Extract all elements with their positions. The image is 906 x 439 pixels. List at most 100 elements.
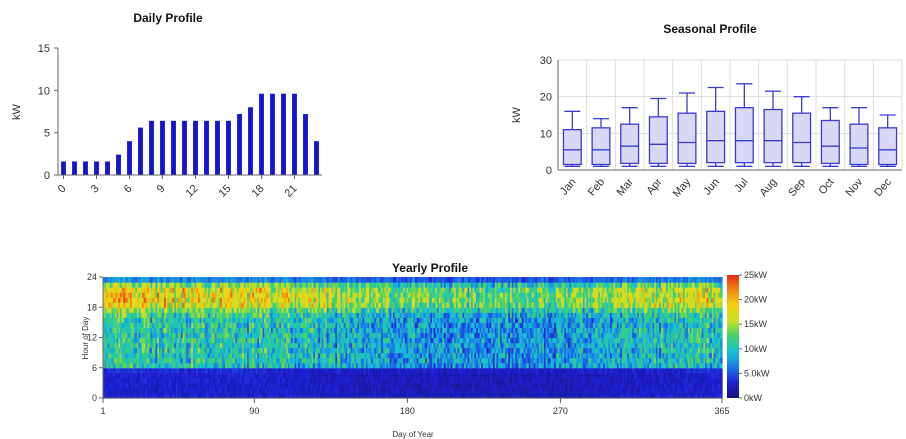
- heatmap-cell: [216, 297, 219, 303]
- heatmap-cell: [116, 312, 119, 318]
- heatmap-cell: [147, 347, 150, 354]
- heatmap-cell: [103, 322, 106, 329]
- heatmap-cell: [437, 282, 440, 288]
- heatmap-cell: [264, 277, 267, 283]
- heatmap-cell: [111, 327, 114, 334]
- heatmap-cell: [262, 302, 265, 308]
- heatmap-cell: [233, 382, 236, 389]
- heatmap-cell: [408, 317, 411, 323]
- heatmap-cell: [191, 387, 194, 394]
- heatmap-cell: [292, 317, 296, 323]
- heatmap-cell: [216, 367, 219, 374]
- heatmap-cell: [394, 352, 397, 359]
- heatmap-cell: [165, 322, 169, 329]
- heatmap-cell: [182, 307, 186, 313]
- heatmap-cell: [343, 387, 347, 394]
- heatmap-cell: [220, 377, 223, 384]
- heatmap-cell: [179, 322, 182, 329]
- heatmap-cell: [228, 312, 231, 318]
- heatmap-cell: [296, 357, 299, 364]
- heatmap-cell: [325, 362, 328, 369]
- heatmap-cell: [242, 372, 245, 379]
- heatmap-cell: [125, 282, 128, 288]
- heatmap-cell: [211, 337, 214, 344]
- heatmap-cell: [287, 292, 291, 298]
- seasonal-box: [820, 119, 840, 165]
- heatmap-cell: [214, 322, 218, 329]
- heatmap-cell: [152, 317, 155, 323]
- heatmap-cell: [162, 342, 165, 349]
- heatmap-cell: [360, 297, 364, 303]
- heatmap-cell: [379, 282, 382, 288]
- heatmap-cell: [435, 287, 438, 293]
- heatmap-cell: [392, 367, 396, 374]
- heatmap-cell: [265, 327, 269, 334]
- heatmap-cell: [186, 277, 189, 283]
- heatmap-cell: [142, 352, 145, 359]
- heatmap-cell: [121, 357, 124, 364]
- heatmap-cell: [197, 392, 201, 399]
- heatmap-cell: [136, 372, 140, 379]
- heatmap-cell: [214, 347, 218, 354]
- heatmap-cell: [138, 307, 141, 313]
- heatmap-cell: [145, 302, 148, 308]
- heatmap-cell: [213, 277, 216, 283]
- heatmap-cell: [155, 382, 158, 389]
- heatmap-cell: [333, 287, 336, 293]
- heatmap-cell: [128, 372, 131, 379]
- heatmap-cell: [284, 367, 287, 374]
- heatmap-cell: [214, 317, 218, 323]
- heatmap-cell: [398, 282, 401, 288]
- heatmap-cell: [432, 347, 435, 354]
- heatmap-cell: [211, 392, 214, 399]
- heatmap-cell: [330, 352, 333, 359]
- heatmap-cell: [376, 337, 379, 344]
- heatmap-cell: [160, 307, 163, 313]
- heatmap-cell: [326, 352, 330, 359]
- heatmap-cell: [404, 337, 408, 344]
- heatmap-cell: [194, 317, 197, 323]
- heatmap-cell: [218, 342, 221, 349]
- heatmap-cell: [255, 277, 258, 283]
- heatmap-cell: [282, 372, 286, 379]
- heatmap-cell: [130, 392, 133, 399]
- heatmap-cell: [184, 357, 187, 364]
- heatmap-cell: [362, 297, 365, 303]
- heatmap-cell: [191, 337, 194, 344]
- heatmap-cell: [318, 387, 321, 394]
- heatmap-cell: [103, 332, 106, 339]
- heatmap-cell: [111, 337, 114, 344]
- heatmap-cell: [415, 277, 418, 283]
- heatmap-cell: [323, 312, 326, 318]
- heatmap-cell: [130, 372, 133, 379]
- heatmap-cell: [199, 357, 202, 364]
- heatmap-cell: [272, 372, 275, 379]
- heatmap-cell: [360, 332, 364, 339]
- heatmap-cell: [158, 302, 162, 308]
- heatmap-cell: [108, 347, 111, 354]
- heatmap-cell: [384, 312, 387, 318]
- heatmap-cell: [347, 352, 350, 359]
- heatmap-cell: [401, 312, 404, 318]
- heatmap-cell: [143, 362, 146, 369]
- heatmap-cell: [147, 377, 150, 384]
- heatmap-cell: [404, 352, 408, 359]
- heatmap-cell: [298, 277, 301, 283]
- heatmap-cell: [152, 277, 155, 283]
- heatmap-cell: [226, 382, 230, 389]
- heatmap-cell: [401, 367, 404, 374]
- heatmap-cell: [374, 377, 377, 384]
- heatmap-cell: [301, 287, 304, 293]
- heatmap-cell: [138, 337, 141, 344]
- heatmap-cell: [314, 362, 318, 369]
- heatmap-cell: [347, 327, 350, 334]
- heatmap-cell: [343, 337, 347, 344]
- heatmap-cell: [157, 377, 160, 384]
- daily-bar: [281, 93, 286, 175]
- heatmap-cell: [325, 337, 328, 344]
- heatmap-cell: [430, 332, 433, 339]
- heatmap-cell: [316, 297, 319, 303]
- heatmap-cell: [386, 377, 389, 384]
- heatmap-cell: [182, 322, 186, 329]
- heatmap-cell: [267, 322, 270, 329]
